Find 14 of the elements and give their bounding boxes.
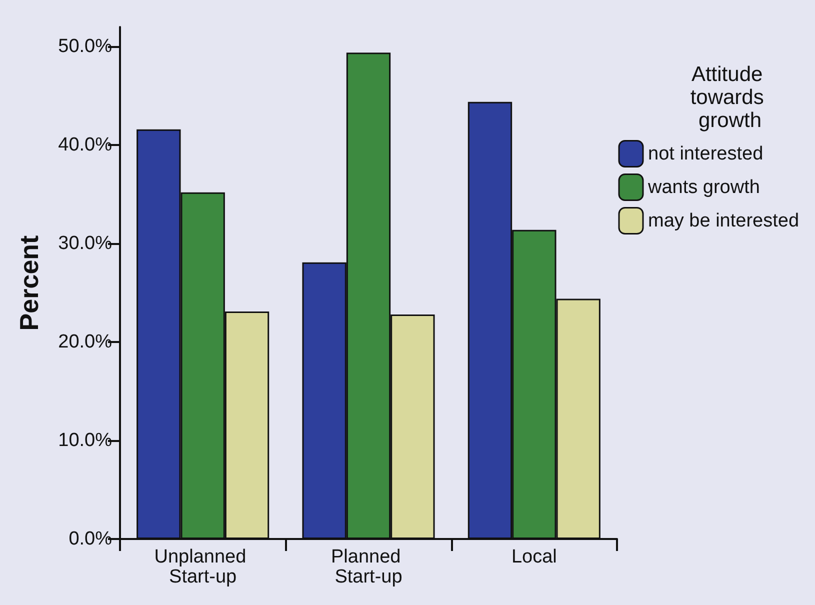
y-tick-label: 50.0% bbox=[58, 36, 112, 58]
y-tick-label: 30.0% bbox=[58, 233, 112, 254]
legend-title: Attitude towards growth bbox=[690, 63, 770, 132]
x-tick-label: Unplanned Start-up bbox=[154, 546, 252, 588]
y-tick-label: 0.0% bbox=[68, 528, 112, 550]
legend-label: wants growth bbox=[647, 176, 760, 198]
x-tick-label: Local bbox=[511, 546, 557, 568]
x-tick-label: Planned Start-up bbox=[330, 546, 406, 588]
y-tick-label: 10.0% bbox=[58, 430, 112, 452]
y-tick-label: 40.0% bbox=[58, 134, 112, 156]
legend-label: not interested bbox=[648, 143, 764, 164]
y-tick-label: 20.0% bbox=[58, 332, 112, 353]
legend-label: may be interested bbox=[648, 210, 800, 232]
y-axis-title: Percent bbox=[14, 234, 44, 331]
